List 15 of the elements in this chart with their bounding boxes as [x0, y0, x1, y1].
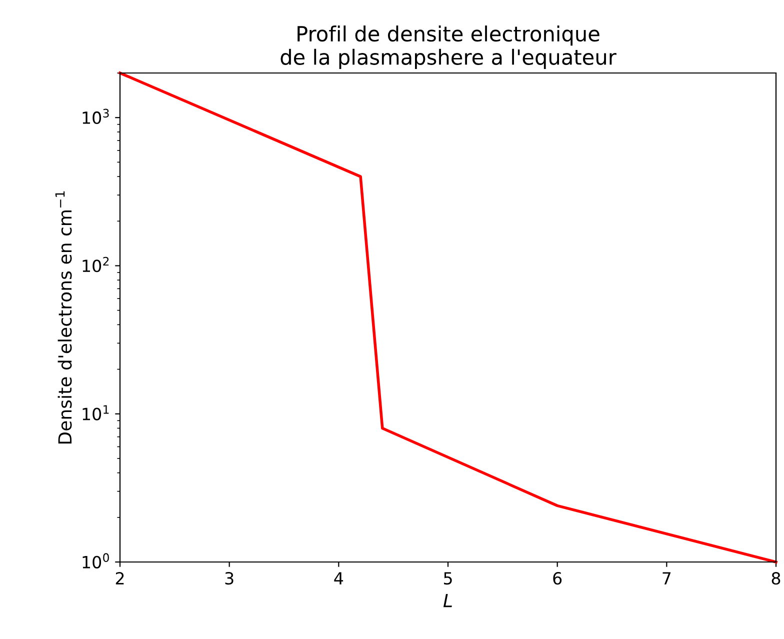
x-tick-label: 7: [662, 572, 671, 584]
line-series: [118, 72, 778, 564]
x-tick-label: 3: [225, 572, 234, 585]
chart-title: Profil de densite electronique de la plasmapshere a l'equateur: [280, 26, 616, 69]
x-axis-title: L: [443, 594, 452, 608]
y-tick-label: 10$^{0}$: [82, 553, 109, 568]
y-axis-title: Densite d'electrons en cm$^{−1}$: [55, 191, 72, 444]
x-tick-label: 5: [444, 572, 452, 585]
y-tick-label: 10$^{2}$: [82, 256, 109, 272]
x-tick-label: 4: [334, 572, 344, 584]
y-tick-label: 10$^{3}$: [82, 108, 109, 124]
x-tick-label: 2: [116, 572, 124, 584]
x-tick-label: 8: [772, 572, 780, 585]
x-tick-label: 6: [553, 572, 562, 585]
y-tick-label: 10$^{1}$: [82, 405, 109, 420]
